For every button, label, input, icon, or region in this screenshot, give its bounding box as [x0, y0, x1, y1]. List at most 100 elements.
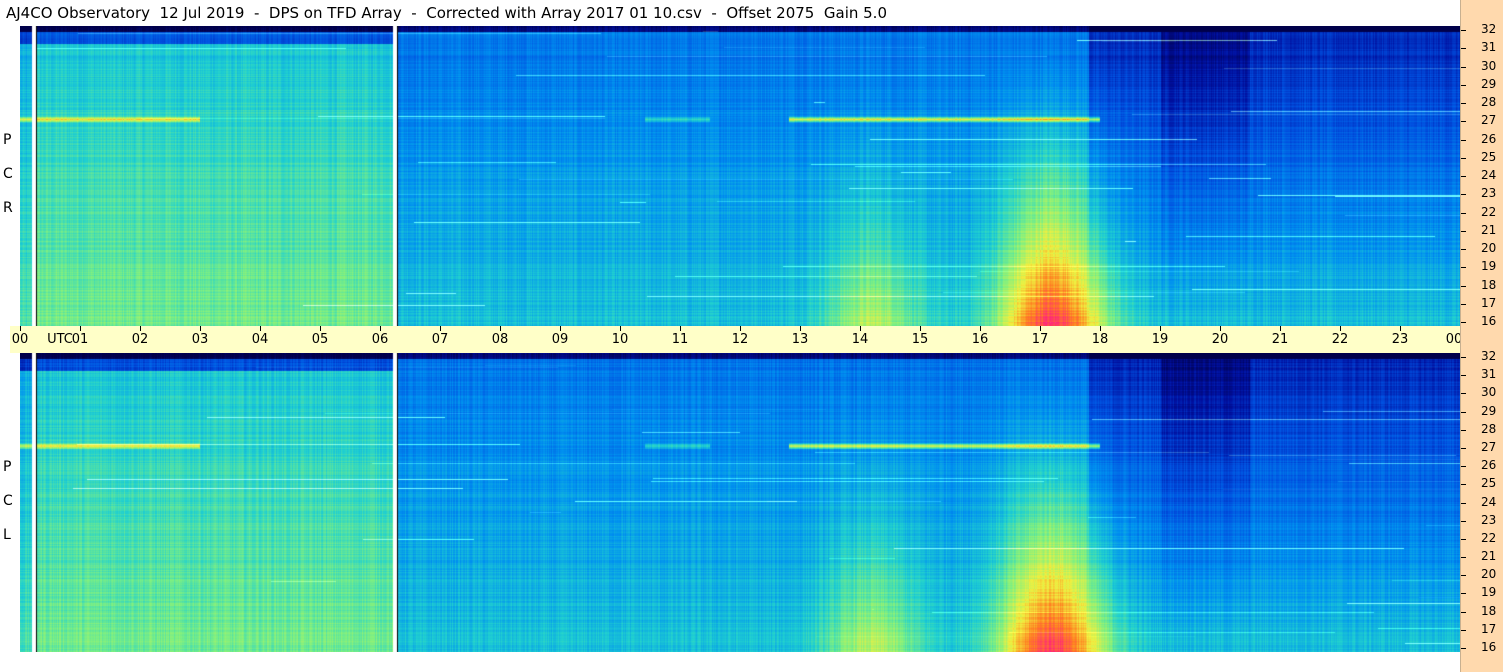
- frequency-tick-mark: [1461, 393, 1466, 395]
- spectrogram-rcp-canvas: [20, 26, 1460, 326]
- frequency-tick-label: 21: [1481, 222, 1497, 237]
- chart-title: AJ4CO Observatory 12 Jul 2019 - DPS on T…: [0, 0, 1460, 26]
- frequency-tick-label: 26: [1481, 458, 1497, 473]
- frequency-tick-label: 17: [1481, 621, 1497, 636]
- rcp-letter-2: C: [3, 166, 13, 182]
- frequency-tick-mark: [1461, 139, 1466, 141]
- time-tick-mark: [800, 326, 801, 331]
- frequency-tick-label: 23: [1481, 186, 1497, 201]
- frequency-tick-mark: [1461, 212, 1466, 214]
- frequency-tick-label: 16: [1481, 640, 1497, 654]
- frequency-tick-mark: [1461, 484, 1466, 486]
- time-tick-mark: [1160, 326, 1161, 331]
- time-tick-label: 00: [11, 332, 29, 347]
- frequency-tick-label: 25: [1481, 476, 1497, 491]
- frequency-tick-label: 19: [1481, 585, 1497, 600]
- time-tick-mark: [260, 326, 261, 331]
- frequency-tick-mark: [1461, 303, 1466, 305]
- frequency-tick-mark: [1461, 611, 1466, 613]
- frequency-tick-label: 28: [1481, 95, 1497, 109]
- time-tick-label: 03: [191, 332, 209, 347]
- time-tick-mark: [1400, 326, 1401, 331]
- time-tick-mark: [500, 326, 501, 331]
- frequency-tick-mark: [1461, 375, 1466, 377]
- frequency-tick-mark: [1461, 557, 1466, 559]
- frequency-tick-label: 17: [1481, 295, 1497, 310]
- frequency-tick-label: 19: [1481, 259, 1497, 274]
- time-tick-label: 07: [431, 332, 449, 347]
- time-tick-label: 14: [851, 332, 869, 347]
- time-tick-label: 06: [371, 332, 389, 347]
- time-tick-mark: [920, 326, 921, 331]
- frequency-tick-mark: [1461, 157, 1466, 159]
- frequency-tick-label: 23: [1481, 512, 1497, 527]
- frequency-tick-label: 28: [1481, 421, 1497, 436]
- frequency-tick-mark: [1461, 48, 1466, 50]
- time-tick-label: 23: [1391, 332, 1409, 347]
- time-tick-label: UTC: [47, 332, 73, 347]
- frequency-tick-mark: [1461, 322, 1466, 323]
- frequency-tick-mark: [1461, 538, 1466, 540]
- time-tick-label: 01: [71, 332, 89, 347]
- frequency-axis: 16 17 18 19 20 21 22 23 24 25 26 27 28 29 30 31 32 16 17 18…: [1460, 0, 1503, 672]
- left-strip-lcp: P C L: [0, 353, 20, 652]
- frequency-tick-label: 20: [1481, 567, 1497, 582]
- time-tick-mark: [200, 326, 201, 331]
- frequency-tick-label: 24: [1481, 168, 1497, 182]
- frequency-tick-mark: [1461, 121, 1466, 123]
- time-tick-label: 20: [1211, 332, 1229, 347]
- time-tick-label: 04: [251, 332, 269, 347]
- frequency-tick-label: 20: [1481, 241, 1497, 255]
- time-tick-mark: [380, 326, 381, 331]
- time-tick-mark: [440, 326, 441, 331]
- time-tick-label: 11: [671, 332, 689, 347]
- frequency-tick-label: 26: [1481, 131, 1497, 146]
- frequency-tick-label: 16: [1481, 314, 1497, 328]
- time-tick-mark: [860, 326, 861, 331]
- spectrogram-lcp: [20, 353, 1460, 652]
- lcp-letter-1: P: [3, 459, 12, 475]
- frequency-tick-label: 32: [1481, 22, 1497, 36]
- time-tick-mark: [1340, 326, 1341, 331]
- left-strip-rcp: P C R: [0, 26, 20, 326]
- time-tick-mark: [1100, 326, 1101, 331]
- time-tick-label: 08: [491, 332, 509, 347]
- frequency-tick-label: 25: [1481, 149, 1497, 164]
- time-tick-mark: [620, 326, 621, 331]
- time-tick-label: 16: [971, 332, 989, 347]
- time-tick-label: 05: [311, 332, 329, 347]
- time-tick-label: 12: [731, 332, 749, 347]
- frequency-tick-label: 29: [1481, 76, 1497, 91]
- frequency-tick-mark: [1461, 429, 1466, 431]
- lcp-letter-3: L: [3, 527, 11, 543]
- time-tick-label: 17: [1031, 332, 1049, 347]
- time-tick-mark: [20, 326, 21, 331]
- frequency-tick-mark: [1461, 30, 1466, 31]
- frequency-tick-mark: [1461, 176, 1466, 177]
- time-tick-label: 19: [1151, 332, 1169, 347]
- frequency-tick-label: 27: [1481, 113, 1497, 128]
- frequency-tick-label: 32: [1481, 349, 1497, 363]
- frequency-tick-mark: [1461, 267, 1466, 269]
- time-tick-label: 02: [131, 332, 149, 347]
- time-tick-label: 09: [551, 332, 569, 347]
- frequency-tick-label: 18: [1481, 277, 1497, 292]
- time-tick-label: 00: [1445, 332, 1463, 347]
- frequency-tick-mark: [1461, 520, 1466, 522]
- time-tick-mark: [980, 326, 981, 331]
- frequency-tick-label: 31: [1481, 40, 1497, 55]
- time-tick-mark: [560, 326, 561, 331]
- frequency-tick-mark: [1461, 447, 1466, 449]
- frequency-tick-mark: [1461, 593, 1466, 595]
- spectrogram-rcp: [20, 26, 1460, 326]
- time-tick-mark: [1280, 326, 1281, 331]
- frequency-tick-mark: [1461, 629, 1466, 631]
- time-tick-label: 10: [611, 332, 629, 347]
- frequency-tick-mark: [1461, 411, 1466, 413]
- frequency-tick-label: 29: [1481, 403, 1497, 418]
- time-tick-label: 21: [1271, 332, 1289, 347]
- time-tick-mark: [680, 326, 681, 331]
- time-tick-mark: [1220, 326, 1221, 331]
- frequency-tick-mark: [1461, 648, 1466, 649]
- time-tick-label: 22: [1331, 332, 1349, 347]
